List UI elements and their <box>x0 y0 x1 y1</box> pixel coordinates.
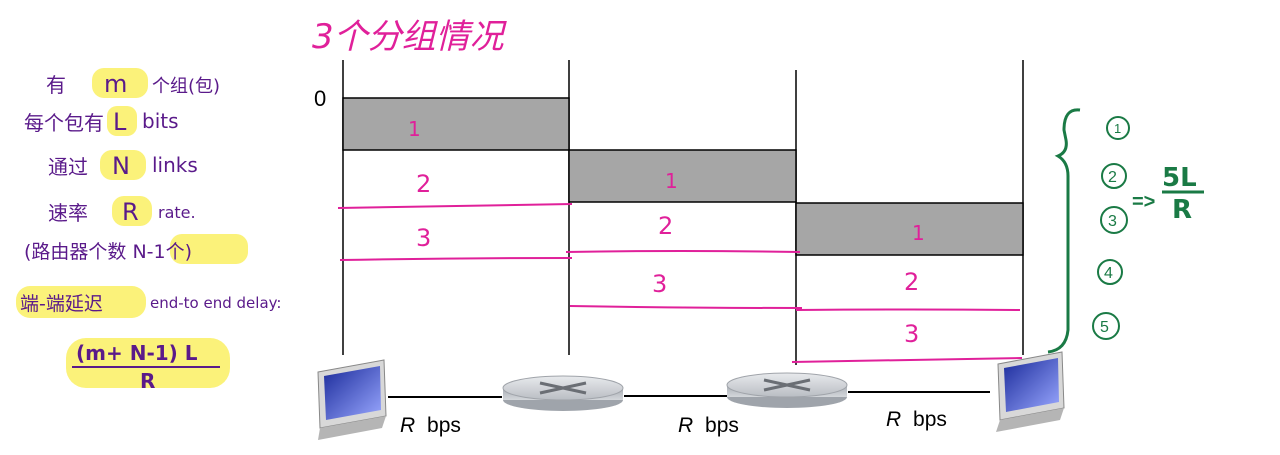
packet-label-2-link-3: 2 <box>904 268 919 296</box>
notes-panel: 有 m 个组(包) 每个包有 L bits 通过 N links 速率 R ra… <box>16 68 281 393</box>
pkt-boundary-l1-2 <box>337 203 573 209</box>
pkt-boundary-l2-3 <box>569 305 803 309</box>
formula-denominator: R <box>140 369 155 393</box>
packet-label-1-link-3: 1 <box>912 221 925 245</box>
step-5: 5 <box>1092 312 1120 340</box>
diagram-title: 3个分组情况 <box>312 17 508 57</box>
note-line4-value: R <box>122 198 139 226</box>
network-row: R bps R bps R bps <box>317 351 1065 440</box>
step-1: 1 <box>1106 116 1130 140</box>
note-line4-prefix: 速率 <box>48 201 88 225</box>
link-1-rate-unit: bps <box>427 414 461 437</box>
step-3-label: 3 <box>1108 213 1117 230</box>
packet-label-3-link-3: 3 <box>904 320 919 348</box>
link-2-rate: R bps <box>678 414 739 437</box>
link-1-rate: R bps <box>400 414 461 437</box>
step-2: 2 <box>1101 163 1127 189</box>
note-line2-suffix: bits <box>142 109 179 133</box>
packet-1-link-1 <box>342 97 570 151</box>
link-2-rate-unit: bps <box>705 414 739 437</box>
router-2-icon <box>726 372 848 408</box>
packet-label-3-link-1: 3 <box>416 224 431 252</box>
implies-arrow: => <box>1132 191 1155 213</box>
highlight-formula <box>66 338 230 388</box>
note-line1-suffix: 个组(包) <box>152 76 220 97</box>
highlight-m <box>92 68 148 98</box>
highlight-R <box>112 196 152 226</box>
step-1-circle <box>1106 116 1130 140</box>
link-3-rate-unit: bps <box>913 408 947 431</box>
note-line2-prefix: 每个包有 <box>24 111 104 135</box>
step-5-circle <box>1092 312 1120 340</box>
source-computer-icon <box>317 359 387 440</box>
link-2-rate-symbol: R <box>678 414 693 437</box>
packet-label-1-link-1: 1 <box>408 117 421 141</box>
link-3-rate: R bps <box>886 408 947 431</box>
step-2-circle <box>1101 163 1127 189</box>
packet-label-3-link-2: 3 <box>652 270 667 298</box>
pkt-boundary-l2-2 <box>565 250 801 253</box>
highlight-N-minus-1 <box>170 234 248 264</box>
step-4: 4 <box>1097 259 1123 285</box>
step-3-circle <box>1100 206 1128 234</box>
packet-1-link-2 <box>568 149 797 203</box>
step-2-label: 2 <box>1108 169 1117 186</box>
packet-label-2-link-1: 2 <box>416 170 431 198</box>
packet-label-2-link-2: 2 <box>658 212 673 240</box>
link-3-rate-symbol: R <box>886 408 901 431</box>
note-line2-value: L <box>113 108 127 136</box>
pkt-boundary-l3-3 <box>791 357 1023 363</box>
link-1-rate-symbol: R <box>400 414 415 437</box>
step-3: 3 <box>1100 206 1128 234</box>
note-line4-suffix: rate. <box>158 203 196 222</box>
note-line3-suffix: links <box>152 153 198 177</box>
note-line6-suffix: end-to end delay: <box>150 294 281 312</box>
step-4-label: 4 <box>1104 265 1113 282</box>
result-numerator: 5L <box>1162 163 1197 193</box>
result-denominator: R <box>1172 195 1192 225</box>
highlight-L <box>107 106 137 136</box>
note-line3-prefix: 通过 <box>48 155 88 179</box>
step-4-circle <box>1097 259 1123 285</box>
timeline-diagram: 0 1 2 3 1 2 3 1 2 3 <box>314 60 1024 365</box>
highlight-e2e <box>16 286 146 318</box>
packet-label-1-link-2: 1 <box>665 169 678 193</box>
destination-computer-icon <box>996 351 1065 432</box>
note-line1-prefix: 有 <box>46 73 66 97</box>
curly-brace <box>1047 108 1081 354</box>
note-line3-value: N <box>112 152 130 180</box>
router-1-icon <box>502 375 624 411</box>
packet-1-link-3 <box>795 202 1024 256</box>
note-line1-value: m <box>104 70 127 98</box>
note-line5: (路由器个数 N-1个) <box>24 241 192 263</box>
note-line6-prefix: 端-端延迟 <box>20 293 103 315</box>
formula-numerator: (m+ N-1) L <box>76 341 198 365</box>
time-zero-label: 0 <box>314 86 326 111</box>
highlight-N <box>100 150 146 180</box>
side-annotation: 1 2 3 4 5 => 5L R <box>1047 108 1204 354</box>
pkt-boundary-l3-2 <box>795 308 1021 311</box>
step-1-label: 1 <box>1114 121 1121 136</box>
step-5-label: 5 <box>1100 319 1109 336</box>
pkt-boundary-l1-3 <box>339 257 573 261</box>
